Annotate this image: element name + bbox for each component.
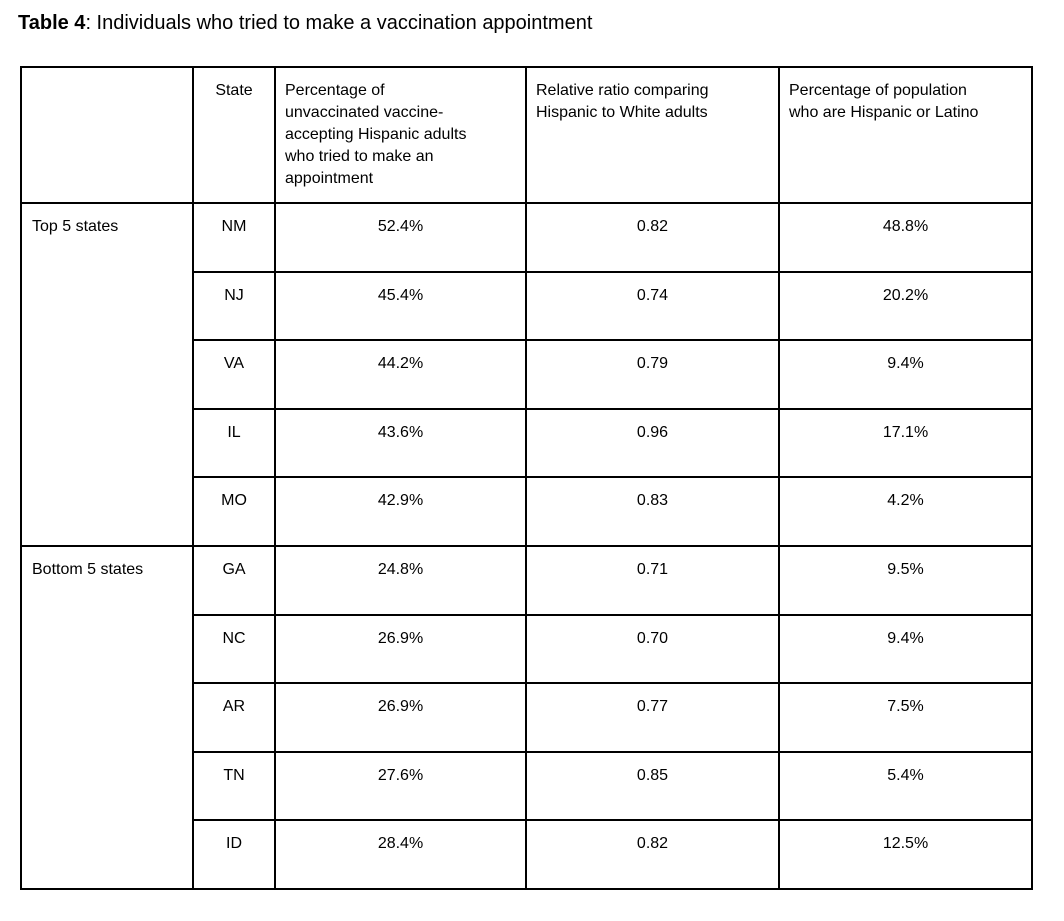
state-cell: TN xyxy=(192,750,276,822)
pct-tried-cell: 26.9% xyxy=(274,682,527,753)
header-corner-cell xyxy=(20,66,194,204)
row-group-label-top5: Top 5 states xyxy=(20,202,194,547)
ratio-cell: 0.96 xyxy=(525,407,780,479)
pct-pop-cell: 7.5% xyxy=(778,682,1033,753)
ratio-cell: 0.74 xyxy=(525,270,780,342)
table-row: Bottom 5 states GA 24.8% 0.71 9.5% xyxy=(20,544,1033,890)
ratio-cell: 0.70 xyxy=(525,613,780,685)
state-cell: AR xyxy=(192,682,276,753)
state-cell: NM xyxy=(192,202,276,273)
table-row: Top 5 states NM 52.4% 0.82 48.8% xyxy=(20,202,1033,547)
state-cell: VA xyxy=(192,339,276,410)
table-row: NJ 45.4% 0.74 20.2% xyxy=(21,270,1033,342)
ratio-cell: 0.82 xyxy=(525,202,780,273)
page-title: Table 4: Individuals who tried to make a… xyxy=(18,8,592,38)
table-row: AR 26.9% 0.77 7.5% xyxy=(21,682,1033,753)
page-title-text: : Individuals who tried to make a vaccin… xyxy=(85,12,593,34)
state-cell: MO xyxy=(192,476,276,547)
header-state: State xyxy=(192,66,276,204)
pct-pop-cell: 17.1% xyxy=(778,407,1033,479)
table-row: ID 28.4% 0.82 12.5% xyxy=(21,819,1033,890)
pct-tried-cell: 42.9% xyxy=(274,476,527,547)
table-row: MO 42.9% 0.83 4.2% xyxy=(21,476,1033,547)
pct-pop-cell: 9.4% xyxy=(778,613,1033,685)
pct-tried-cell: 27.6% xyxy=(274,750,527,822)
ratio-cell: 0.79 xyxy=(525,339,780,410)
state-cell: NJ xyxy=(192,270,276,342)
pct-tried-cell: 52.4% xyxy=(274,202,527,273)
ratio-cell: 0.85 xyxy=(525,750,780,822)
vaccination-appointment-table: State Percentage of unvaccinated vaccine… xyxy=(20,66,1033,890)
page-title-label: Table 4 xyxy=(18,12,86,34)
table-row: IL 43.6% 0.96 17.1% xyxy=(21,407,1033,479)
pct-pop-cell: 9.4% xyxy=(778,339,1033,410)
row-group-label-bottom5: Bottom 5 states xyxy=(20,544,194,890)
pct-tried-cell: 45.4% xyxy=(274,270,527,342)
header-pct-pop: Percentage of population who are Hispani… xyxy=(778,66,1033,204)
pct-pop-cell: 12.5% xyxy=(778,819,1033,890)
header-ratio: Relative ratio comparing Hispanic to Whi… xyxy=(525,66,780,204)
state-cell: NC xyxy=(192,613,276,685)
ratio-cell: 0.83 xyxy=(525,476,780,547)
pct-tried-cell: 26.9% xyxy=(274,613,527,685)
table-row: VA 44.2% 0.79 9.4% xyxy=(21,339,1033,410)
table-row: TN 27.6% 0.85 5.4% xyxy=(21,750,1033,822)
state-cell: IL xyxy=(192,407,276,479)
pct-tried-cell: 28.4% xyxy=(274,819,527,890)
state-cell: GA xyxy=(192,544,276,616)
ratio-cell: 0.71 xyxy=(525,544,780,616)
table-row: NC 26.9% 0.70 9.4% xyxy=(21,613,1033,685)
ratio-cell: 0.77 xyxy=(525,682,780,753)
header-row: State Percentage of unvaccinated vaccine… xyxy=(20,66,1033,204)
pct-tried-cell: 24.8% xyxy=(274,544,527,616)
pct-pop-cell: 4.2% xyxy=(778,476,1033,547)
pct-pop-cell: 20.2% xyxy=(778,270,1033,342)
pct-tried-cell: 44.2% xyxy=(274,339,527,410)
header-pct-tried: Percentage of unvaccinated vaccine- acce… xyxy=(274,66,527,204)
pct-pop-cell: 5.4% xyxy=(778,750,1033,822)
pct-tried-cell: 43.6% xyxy=(274,407,527,479)
pct-pop-cell: 9.5% xyxy=(778,544,1033,616)
pct-pop-cell: 48.8% xyxy=(778,202,1033,273)
ratio-cell: 0.82 xyxy=(525,819,780,890)
state-cell: ID xyxy=(192,819,276,890)
